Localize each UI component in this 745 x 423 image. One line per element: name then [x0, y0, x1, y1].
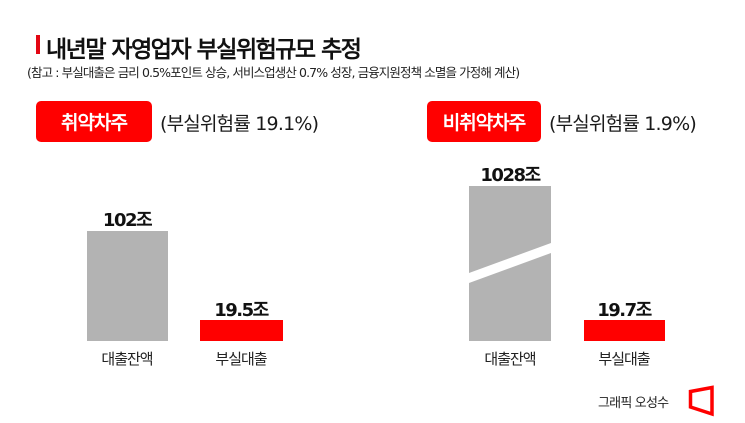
bar-bad-loans: [584, 320, 665, 341]
risk-rate-non-vulnerable: (부실위험률 1.9%): [549, 113, 697, 135]
bar-lower-segment: [469, 253, 551, 341]
chart-title: 내년말 자영업자 부실위험규모 추정: [46, 37, 362, 63]
bar-category-label: 부실대출: [215, 350, 267, 368]
bar-loan-balance: [87, 231, 168, 341]
bar-category-label: 대출잔액: [101, 350, 153, 368]
badge-vulnerable-borrowers: 취약차주: [36, 101, 152, 142]
chart-subtitle: (참고 : 부실대출은 금리 0.5%포인트 상승, 서비스업생산 0.7% 성…: [27, 65, 520, 80]
bar-category-label: 대출잔액: [484, 350, 536, 368]
title-accent-bar: [36, 35, 40, 54]
bar-value-label: 1028조: [480, 165, 541, 186]
bar-value-label: 19.5조: [214, 300, 269, 321]
bar-category-label: 부실대출: [598, 350, 650, 368]
bar-value-label: 19.7조: [597, 300, 652, 321]
bar-loan-balance-with-axis-break: [469, 186, 551, 341]
risk-rate-vulnerable: (부실위험률 19.1%): [160, 113, 319, 135]
publisher-logo-icon: [688, 385, 714, 417]
bar-value-label: 102조: [102, 210, 153, 231]
graphic-credit: 그래픽 오성수: [598, 396, 669, 411]
bar-upper-segment: [469, 186, 551, 273]
badge-non-vulnerable-borrowers: 비취약차주: [427, 101, 541, 142]
bar-bad-loans: [200, 320, 283, 341]
